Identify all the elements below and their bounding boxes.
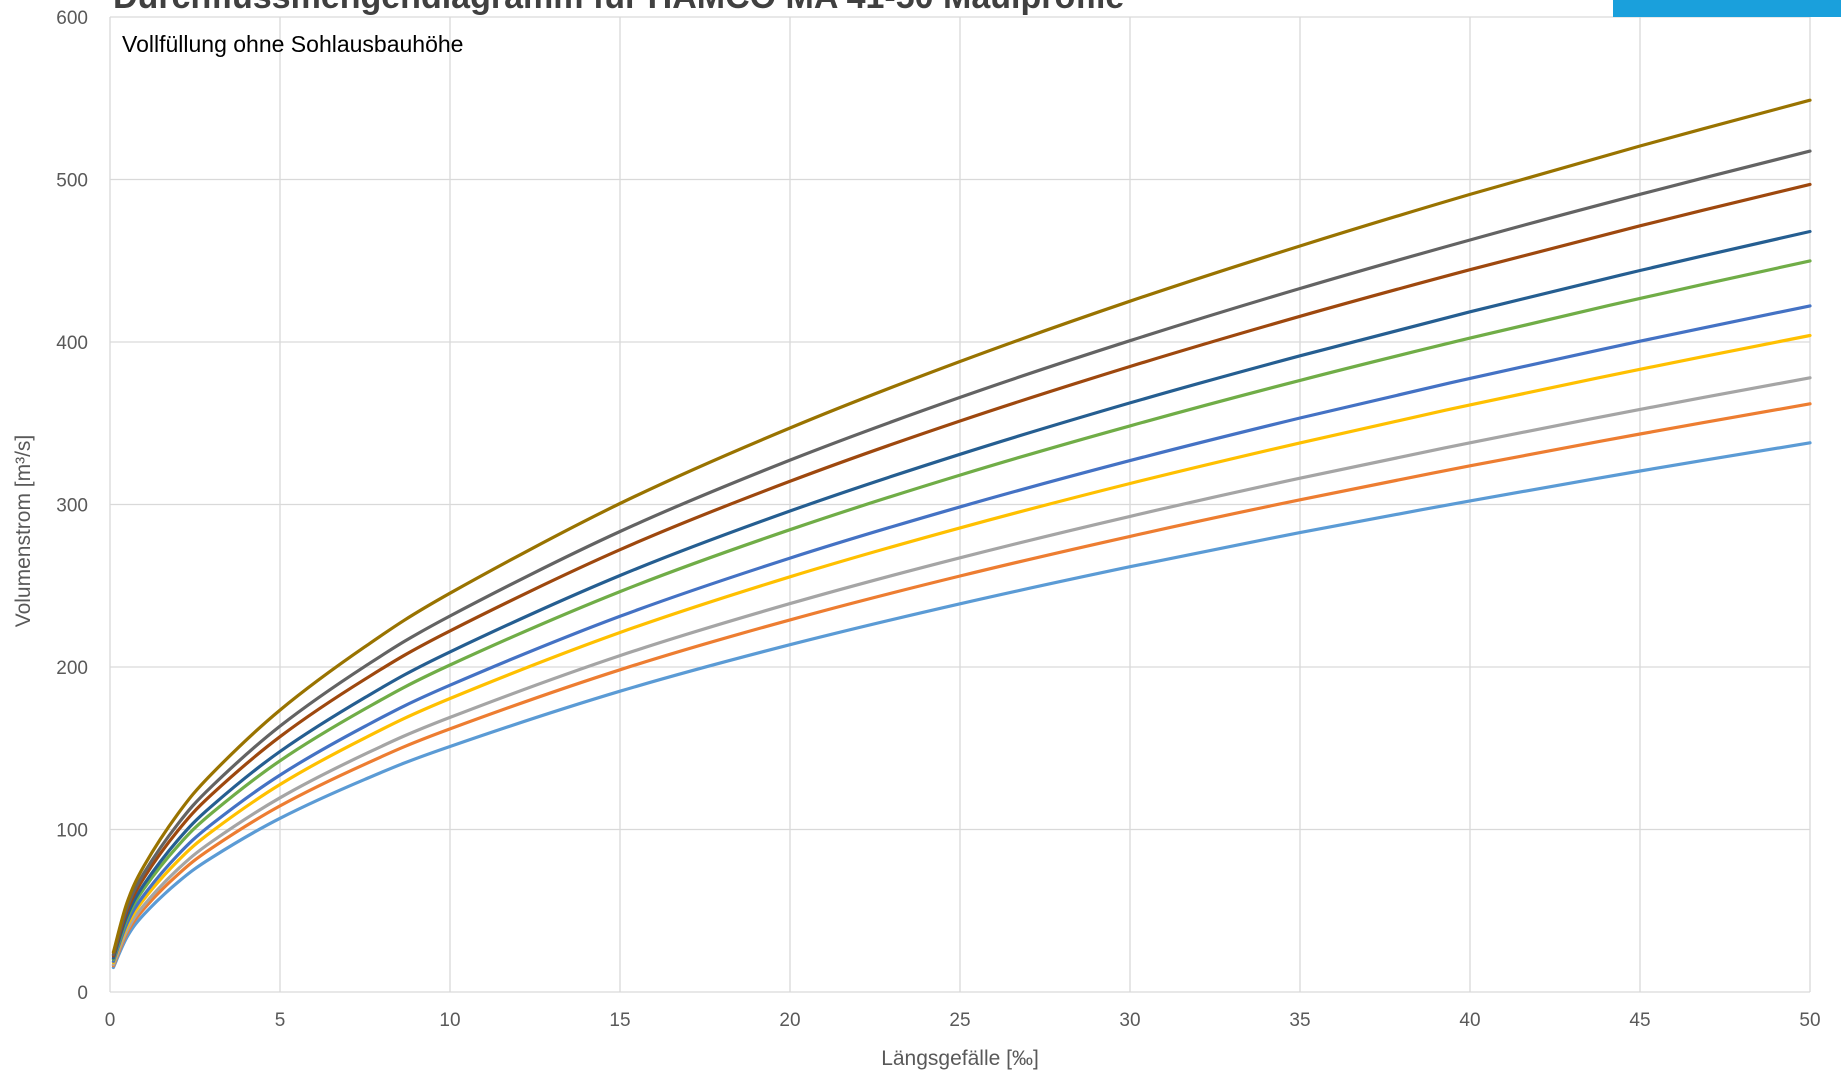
y-tick-label: 200 xyxy=(56,658,88,679)
x-tick-label: 0 xyxy=(105,1010,116,1031)
series-line-7 xyxy=(111,229,1812,960)
series-line-8 xyxy=(111,182,1812,958)
x-tick-label: 20 xyxy=(779,1010,800,1031)
x-tick-labels: 0 5 10 15 20 25 30 35 40 45 50 xyxy=(105,1010,1821,1031)
chart-subtitle: Vollfüllung ohne Sohlausbauhöhe xyxy=(122,31,463,57)
x-tick-label: 5 xyxy=(275,1010,286,1031)
x-tick-label: 45 xyxy=(1629,1010,1650,1031)
series-line-6 xyxy=(111,259,1812,961)
chart-title: Durchflussmengendiagramm für HAMCO MA 41… xyxy=(113,0,1124,16)
y-tick-label: 100 xyxy=(56,821,88,842)
y-tick-labels: 0 100 200 300 400 500 600 xyxy=(56,8,88,1004)
y-axis-title: Volumenstrom [m³/s] xyxy=(12,435,35,628)
series-lines xyxy=(111,98,1812,970)
x-tick-label: 25 xyxy=(949,1010,970,1031)
series-line-3 xyxy=(111,376,1812,967)
x-axis-title: Längsgefälle [‰] xyxy=(881,1047,1039,1070)
x-tick-label: 35 xyxy=(1289,1010,1310,1031)
y-tick-label: 300 xyxy=(56,496,88,517)
series-line-10 xyxy=(111,98,1812,954)
gridlines xyxy=(109,16,1811,993)
x-tick-label: 10 xyxy=(439,1010,460,1031)
y-tick-label: 600 xyxy=(56,8,88,29)
series-line-1 xyxy=(111,441,1812,970)
y-tick-label: 400 xyxy=(56,333,88,354)
y-tick-label: 500 xyxy=(56,171,88,192)
series-line-9 xyxy=(111,149,1812,957)
x-tick-label: 40 xyxy=(1459,1010,1480,1031)
x-tick-label: 50 xyxy=(1799,1010,1820,1031)
series-line-4 xyxy=(111,333,1812,965)
series-line-5 xyxy=(111,304,1812,963)
hamco-logo-icon xyxy=(1613,0,1841,17)
series-line-2 xyxy=(111,402,1812,968)
y-tick-label: 0 xyxy=(77,983,88,1004)
x-tick-label: 15 xyxy=(609,1010,630,1031)
x-tick-label: 30 xyxy=(1119,1010,1140,1031)
